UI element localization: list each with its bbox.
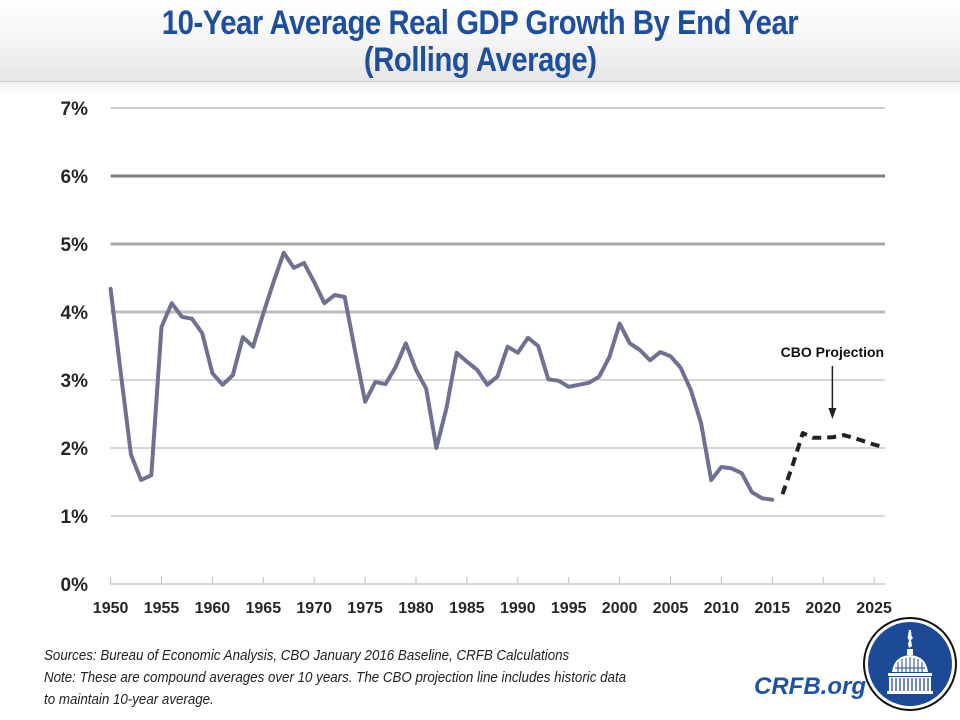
x-tick-label: 1970 — [296, 600, 332, 617]
x-tick-label: 1975 — [347, 600, 383, 617]
y-tick-label: 6% — [61, 167, 89, 188]
x-tick-label: 1980 — [398, 600, 434, 617]
annotation-arrow-head — [828, 408, 837, 419]
x-tick-label: 2025 — [856, 600, 892, 617]
x-tick-label: 1950 — [93, 600, 129, 617]
series-group — [108, 250, 885, 502]
x-tick-label: 1965 — [246, 600, 282, 617]
header-banner — [0, 0, 960, 82]
annotation-group: CBO Projection — [781, 344, 884, 419]
y-tick-label: 1% — [61, 507, 89, 528]
x-axis-labels: 1950 1955 1960 1965 1970 1975 1980 1985 1990 1995… — [93, 600, 892, 617]
methodology-note-line2: to maintain 10-year average. — [44, 692, 214, 708]
x-tick-label: 2020 — [805, 600, 841, 617]
annotation-label: CBO Projection — [781, 344, 884, 360]
y-tick-label: 7% — [61, 99, 89, 120]
y-tick-label: 0% — [61, 575, 89, 596]
brand-link[interactable]: CRFB.org — [754, 673, 866, 700]
capitol-dome-icon — [863, 617, 957, 711]
x-tick-label: 2010 — [704, 600, 740, 617]
y-tick-label: 5% — [61, 235, 89, 256]
series-line-historical — [108, 250, 775, 502]
header-shadow — [0, 82, 960, 96]
x-tick-label: 2015 — [755, 600, 791, 617]
x-tick-label: 2000 — [602, 600, 638, 617]
sources-note: Sources: Bureau of Economic Analysis, CB… — [44, 648, 570, 664]
x-tick-label: 1960 — [195, 600, 231, 617]
gridlines — [110, 107, 885, 517]
x-tick-label: 2005 — [653, 600, 689, 617]
x-tick-label: 1990 — [500, 600, 536, 617]
x-axis — [110, 577, 885, 585]
chart-subtitle: (Rolling Average) — [0, 42, 960, 78]
x-tick-label: 1995 — [551, 600, 587, 617]
y-axis-labels: 0% 1% 2% 3% 4% 5% 6% 7% — [61, 99, 89, 596]
series-line-cbo-projection — [780, 431, 885, 495]
x-tick-label: 1985 — [449, 600, 485, 617]
methodology-note-line1: Note: These are compound averages over 1… — [44, 670, 627, 686]
chart-title-line1: 10-Year Average Real GDP Growth By End Y… — [161, 4, 799, 42]
chart-title: 10-Year Average Real GDP Growth By End Y… — [0, 5, 960, 41]
y-tick-label: 2% — [61, 439, 89, 460]
chart-title-line2: (Rolling Average) — [363, 41, 597, 79]
y-tick-label: 4% — [61, 303, 89, 324]
y-tick-label: 3% — [61, 371, 89, 392]
x-tick-label: 1955 — [144, 600, 180, 617]
